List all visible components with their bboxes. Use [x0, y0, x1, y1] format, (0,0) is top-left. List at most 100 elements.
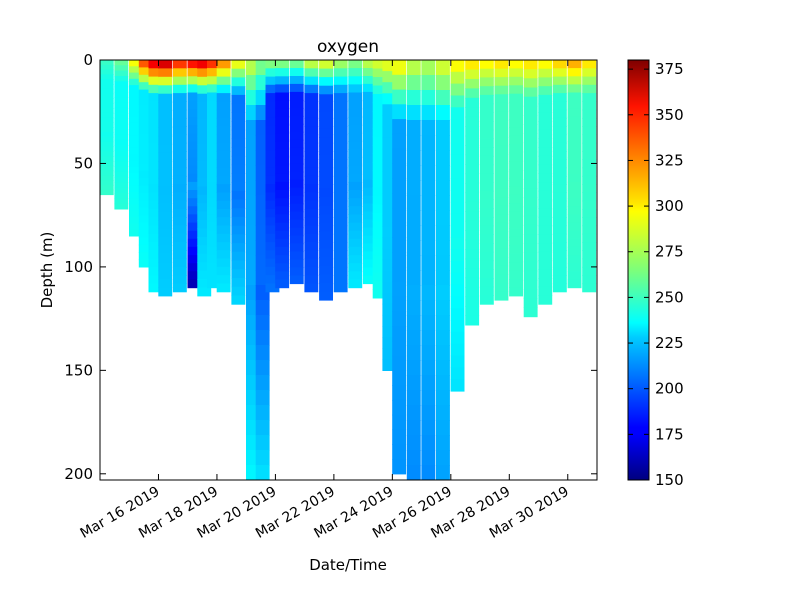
heatmap-cell	[596, 149, 597, 159]
heatmap-cell	[509, 287, 523, 297]
heatmap-cell	[148, 84, 163, 94]
heatmap-cell	[436, 75, 450, 91]
heatmap-cell	[255, 375, 270, 391]
heatmap-cell	[421, 435, 436, 451]
heatmap-cell	[304, 233, 319, 243]
heatmap-cell	[552, 233, 567, 243]
heatmap-cell	[509, 245, 523, 255]
heatmap-cell	[138, 163, 153, 172]
heatmap-cell	[509, 93, 523, 103]
heatmap-cell	[148, 209, 163, 218]
heatmap-cell	[265, 84, 280, 94]
heatmap-cell	[567, 76, 582, 85]
heatmap-cell	[509, 203, 523, 213]
heatmap-cell	[100, 64, 114, 71]
heatmap-cell	[436, 90, 450, 106]
heatmap-cell	[552, 142, 567, 152]
heatmap-cell	[158, 186, 173, 196]
heatmap-cell	[421, 195, 436, 211]
heatmap-cell	[567, 230, 582, 240]
heatmap-cell	[567, 60, 582, 69]
heatmap-cell	[187, 92, 202, 102]
heatmap-cell	[382, 348, 397, 360]
heatmap-cell	[265, 242, 280, 251]
heatmap-cell	[114, 129, 129, 136]
heatmap-cell	[436, 120, 450, 136]
heatmap-cell	[421, 405, 436, 421]
heatmap-cell	[362, 259, 377, 269]
heatmap-cell	[100, 156, 114, 162]
heatmap-cell	[216, 151, 231, 160]
heatmap-cell	[392, 104, 407, 120]
heatmap-cell	[465, 258, 480, 269]
heatmap-cell	[362, 155, 377, 165]
heatmap-cell	[289, 187, 304, 197]
heatmap-cell	[265, 93, 280, 102]
heatmap-cell	[216, 93, 231, 102]
heatmap-cell	[114, 150, 129, 157]
heatmap-cell	[114, 81, 129, 88]
heatmap-cell	[509, 152, 523, 162]
heatmap-cell	[148, 200, 163, 210]
heatmap-cell	[372, 272, 387, 282]
heatmap-cell	[231, 164, 246, 174]
heatmap-cell	[582, 142, 597, 152]
heatmap-cell	[114, 91, 129, 98]
heatmap-cell	[275, 263, 290, 272]
heatmap-cell	[197, 253, 212, 263]
heatmap-cell	[275, 181, 290, 191]
heatmap-cell	[479, 234, 494, 244]
heatmap-cell	[372, 255, 387, 265]
heatmap-cell	[382, 159, 397, 172]
heatmap-cell	[197, 127, 212, 137]
heatmap-cell	[148, 266, 163, 276]
heatmap-cell	[304, 93, 319, 102]
heatmap-cell	[172, 93, 187, 102]
heatmap-cell	[319, 274, 333, 284]
heatmap-cell	[372, 119, 387, 129]
heatmap-cell	[382, 137, 397, 150]
heatmap-cell	[436, 450, 450, 466]
heatmap-cell	[138, 82, 153, 91]
heatmap-cell	[450, 130, 465, 144]
heatmap-cell	[421, 390, 436, 406]
heatmap-cell	[465, 305, 480, 316]
heatmap-cell	[158, 144, 173, 154]
heatmap-cell	[596, 173, 597, 183]
heatmap-cell	[187, 116, 202, 126]
heatmap-cell	[362, 91, 377, 101]
heatmap-cell	[333, 233, 348, 243]
heatmap-cell	[231, 286, 246, 296]
heatmap-cell	[523, 197, 538, 208]
heatmap-cell	[231, 199, 246, 209]
heatmap-cell	[582, 242, 597, 251]
heatmap-cell	[158, 253, 173, 263]
heatmap-cell	[333, 93, 348, 102]
heatmap-cell	[289, 139, 304, 149]
heatmap-cell	[596, 157, 597, 167]
heatmap-cell	[421, 210, 436, 226]
heatmap-cell	[187, 279, 202, 289]
heatmap-cell	[187, 108, 202, 118]
heatmap-cell	[465, 145, 480, 156]
heatmap-cell	[465, 211, 480, 222]
heatmap-cell	[100, 84, 114, 90]
heatmap-cell	[523, 96, 538, 107]
heatmap-cell	[494, 205, 509, 215]
heatmap-cell	[265, 250, 280, 260]
heatmap-cell	[465, 173, 480, 184]
heatmap-cell	[509, 102, 523, 112]
heatmap-cell	[382, 248, 397, 261]
heatmap-cell	[100, 74, 114, 80]
colorbar-tick-label: 250	[655, 288, 684, 306]
heatmap-cell	[197, 119, 212, 128]
heatmap-cell	[100, 189, 114, 196]
heatmap-cell	[372, 230, 387, 240]
heatmap-cell	[231, 234, 246, 244]
heatmap-cell	[509, 169, 523, 179]
heatmap-cell	[552, 151, 567, 160]
heatmap-cell	[362, 115, 377, 125]
heatmap-cell	[348, 263, 363, 272]
heatmap-cell	[289, 219, 304, 229]
y-tick-label: 0	[83, 51, 93, 69]
